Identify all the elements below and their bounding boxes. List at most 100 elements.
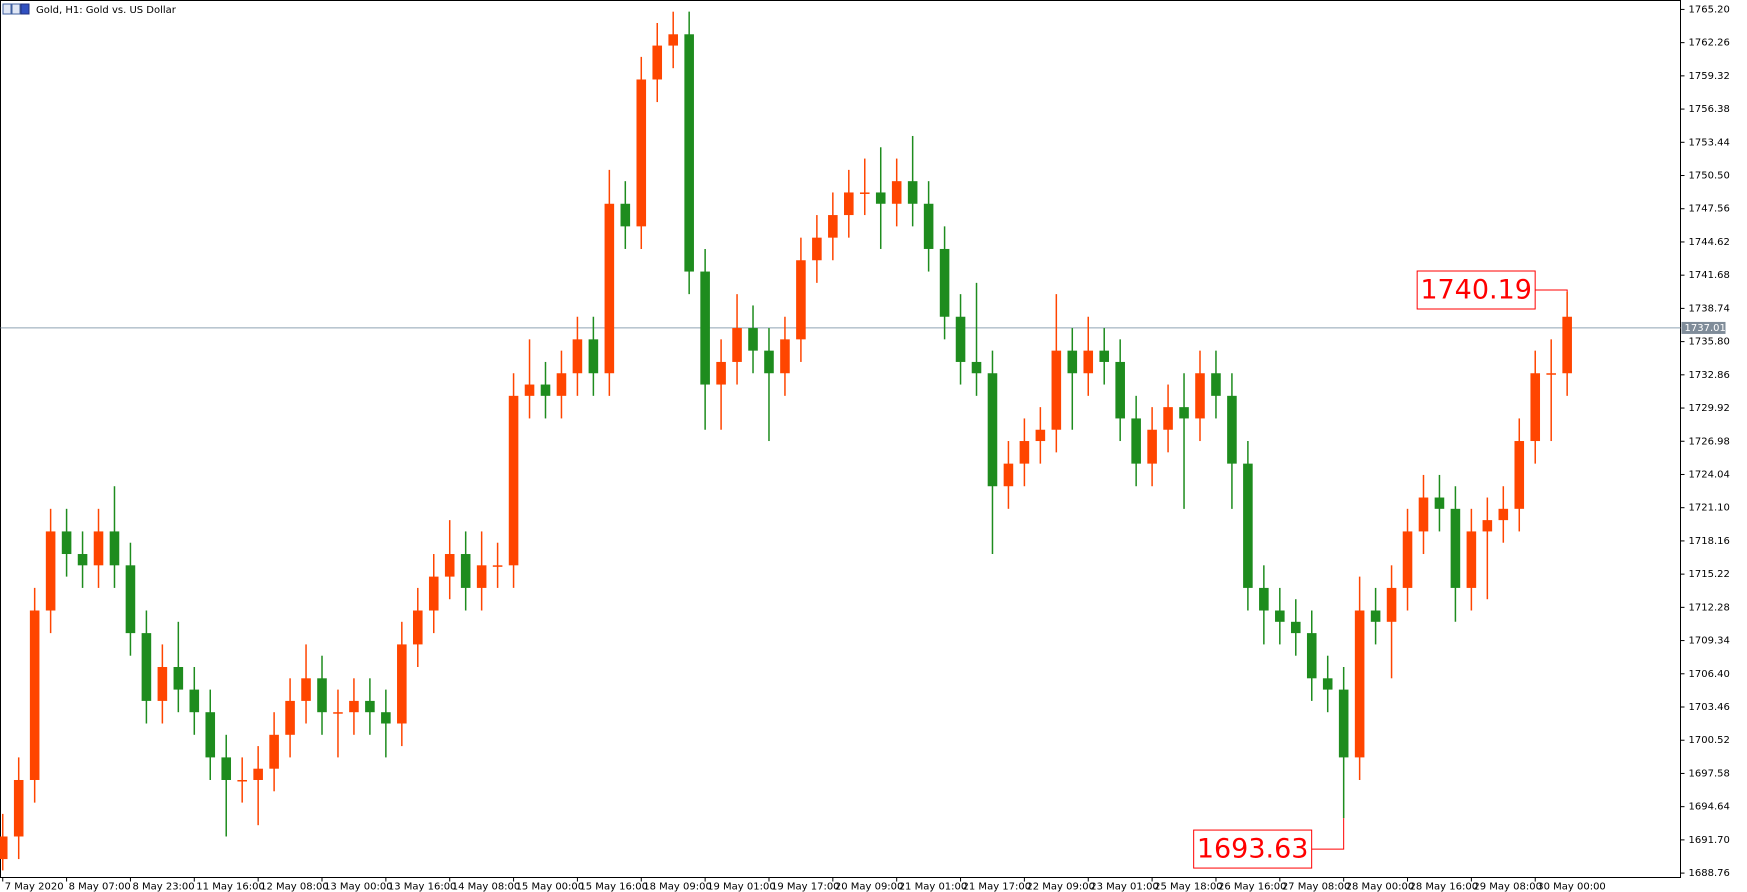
candle-body (381, 712, 391, 724)
candle-body (61, 531, 72, 555)
price-tag-label: 1737.01 (1685, 323, 1726, 334)
y-tick-label: 1765.20 (1689, 4, 1730, 15)
candle-body (1211, 373, 1221, 396)
candle-body (269, 734, 279, 769)
candle-body (1338, 689, 1349, 758)
candle-body (1243, 463, 1253, 588)
candle-body (397, 644, 407, 724)
candle-body (13, 779, 24, 837)
candle-body (412, 610, 423, 645)
y-tick-label: 1694.64 (1689, 802, 1730, 813)
candle-body (1083, 350, 1094, 374)
candle-body (939, 248, 950, 317)
candle-body (1227, 395, 1237, 464)
candle-body (1466, 531, 1477, 588)
candle-body (748, 328, 758, 351)
y-tick-label: 1697.58 (1689, 768, 1730, 779)
candle-body (125, 565, 136, 634)
candle-body (1290, 621, 1301, 634)
candle-body (349, 700, 359, 713)
y-tick-label: 1744.62 (1689, 237, 1730, 248)
x-tick-label: 8 May 07:00 (69, 882, 131, 892)
plot-frame (0, 0, 1681, 878)
x-tick-label: 12 May 08:00 (260, 882, 329, 892)
annotation-label: 1740.19 (1420, 275, 1532, 306)
candle-body (77, 554, 88, 566)
x-tick-label: 23 May 01:00 (1090, 882, 1159, 892)
y-tick-label: 1688.76 (1689, 868, 1730, 879)
candle-body (955, 316, 966, 362)
y-tick-label: 1747.56 (1689, 204, 1730, 215)
candle-body (45, 531, 56, 611)
x-tick-label: 13 May 00:00 (324, 882, 393, 892)
x-tick-label: 29 May 08:00 (1473, 882, 1542, 892)
candle-body (460, 554, 471, 588)
symbol-icon (2, 3, 30, 15)
candle-body (875, 192, 886, 204)
candle-body (1546, 373, 1556, 375)
candle-body (1418, 497, 1429, 532)
candle-body (1434, 497, 1445, 509)
candle-body (1482, 520, 1493, 532)
candle-body (1514, 441, 1525, 509)
candle-body (29, 610, 40, 780)
candle-body (1498, 508, 1509, 521)
y-tick-label: 1703.46 (1689, 702, 1730, 713)
candle-body (508, 395, 519, 566)
y-tick-label: 1712.28 (1689, 602, 1730, 613)
y-tick-label: 1741.68 (1689, 270, 1730, 281)
candle-body (923, 203, 934, 249)
candle-body (1035, 429, 1046, 442)
candle-body (1275, 610, 1285, 622)
x-tick-label: 21 May 17:00 (963, 882, 1032, 892)
y-tick-label: 1732.86 (1689, 370, 1730, 381)
candle-body (365, 700, 375, 713)
annotation-box (1193, 829, 1313, 869)
candle-body (620, 203, 631, 227)
x-tick-label: 27 May 08:00 (1282, 882, 1351, 892)
candle-body (1530, 373, 1541, 442)
candle-body (1259, 587, 1269, 611)
annotation-label: 1693.63 (1197, 834, 1309, 865)
candle-body (668, 34, 678, 46)
candle-body (221, 757, 232, 780)
candle-body (859, 192, 870, 194)
y-tick-label: 1724.04 (1689, 469, 1730, 480)
candle-body (844, 192, 854, 216)
candle-body (684, 34, 694, 272)
x-tick-label: 18 May 09:00 (643, 882, 712, 892)
candle-body (716, 361, 726, 385)
candle-body (1067, 350, 1078, 374)
candle-body (636, 79, 647, 227)
x-tick-label: 21 May 01:00 (899, 882, 968, 892)
x-tick-label: 20 May 09:00 (835, 882, 904, 892)
candle-body (301, 678, 311, 701)
candle-body (524, 384, 535, 396)
candle-body (891, 181, 902, 204)
candle-body (141, 633, 152, 701)
x-tick-label: 26 May 16:00 (1218, 882, 1287, 892)
candle-body (317, 678, 327, 713)
y-tick-label: 1691.70 (1689, 835, 1730, 846)
candle-body (556, 373, 567, 396)
y-tick-label: 1759.32 (1689, 71, 1730, 82)
x-tick-label: 19 May 01:00 (707, 882, 776, 892)
y-tick-label: 1750.50 (1689, 171, 1730, 182)
x-tick-label: 15 May 16:00 (579, 882, 648, 892)
candle-body (987, 373, 998, 487)
x-tick-label: 14 May 08:00 (452, 882, 521, 892)
candle-body (1115, 361, 1125, 419)
candle-body (0, 836, 8, 860)
candle-body (444, 554, 455, 577)
annotation-box (1416, 270, 1536, 310)
candle-body (732, 328, 742, 362)
candle-body (93, 531, 104, 566)
annotation-leader (1535, 289, 1568, 293)
candle-body (971, 361, 982, 374)
candle-body (1163, 407, 1173, 430)
candle-body (1370, 610, 1381, 622)
candle-body (1386, 587, 1397, 622)
candle-body (1562, 316, 1572, 374)
